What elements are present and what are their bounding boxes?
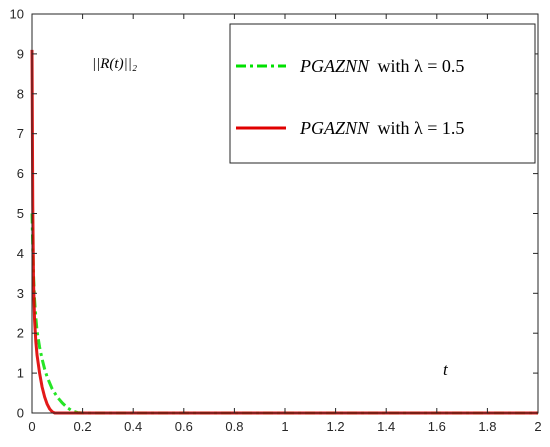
legend-label-lambda-1-5: PGAZNN with λ = 1.5 xyxy=(299,118,464,138)
x-tick-label: 0 xyxy=(28,419,35,434)
x-tick-label: 1.8 xyxy=(478,419,496,434)
x-tick-label: 1.2 xyxy=(327,419,345,434)
y-tick-label: 2 xyxy=(17,326,24,341)
y-tick-label: 7 xyxy=(17,126,24,141)
y-tick-label: 5 xyxy=(17,206,24,221)
y-tick-label: 1 xyxy=(17,366,24,381)
x-axis: 0 0.2 0.4 0.6 0.8 1 1.2 1.4 1.6 1.8 2 xyxy=(28,14,542,434)
y-tick-label: 10 xyxy=(10,7,24,22)
x-tick-label: 0.2 xyxy=(74,419,92,434)
x-tick-label: 1 xyxy=(281,419,288,434)
y-tick-label: 9 xyxy=(17,46,24,61)
x-tick-label: 2 xyxy=(534,419,541,434)
x-tick-label: 0.6 xyxy=(175,419,193,434)
legend-label-lambda-0-5: PGAZNN with λ = 0.5 xyxy=(299,56,464,76)
y-tick-label: 0 xyxy=(17,406,24,421)
legend: PGAZNN with λ = 0.5 PGAZNN with λ = 1.5 xyxy=(229,23,536,164)
y-tick-label: 3 xyxy=(17,286,24,301)
x-tick-label: 1.4 xyxy=(377,419,395,434)
y-tick-label: 4 xyxy=(17,246,24,261)
t-annotation: t xyxy=(443,360,449,379)
x-tick-label: 0.8 xyxy=(225,419,243,434)
x-tick-label: 1.6 xyxy=(428,419,446,434)
x-tick-label: 0.4 xyxy=(124,419,142,434)
y-tick-label: 8 xyxy=(17,86,24,101)
norm-annotation: ||R(t)||₂ xyxy=(92,56,137,72)
legend-box xyxy=(229,23,536,164)
y-tick-label: 6 xyxy=(17,166,24,181)
